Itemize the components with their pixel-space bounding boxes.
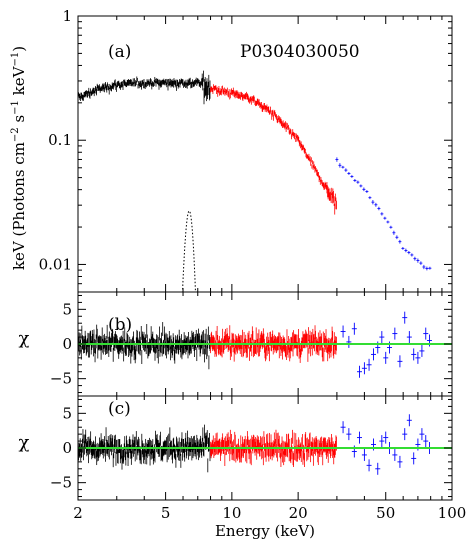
y-tick-label: −5 <box>50 370 72 388</box>
y-tick-label: 5 <box>62 404 72 422</box>
panel-c-frame <box>77 395 453 501</box>
panel-b-label: (b) <box>108 315 132 335</box>
x-axis-ticks: 2 5 10 20 50 100 <box>73 16 466 522</box>
y-tick-label: 1 <box>62 7 72 25</box>
x-tick-label: 20 <box>289 504 308 522</box>
panel-c-label: (c) <box>108 399 131 419</box>
panel-a-data <box>78 70 432 292</box>
y-tick-label: 0.1 <box>48 131 72 149</box>
y-tick-label: 0 <box>62 439 72 457</box>
panel-b-ticks: −5 0 5 <box>50 294 452 394</box>
panel-b-y-axis-label: χ <box>19 328 30 349</box>
x-axis-label: Energy (keV) <box>215 522 315 540</box>
panel-c-residuals: −5 0 5 (c) χ <box>19 395 453 501</box>
panel-a-spectrum: 0.01 0.1 1 (a) P0304030050 keV (Photons cm… <box>10 7 453 293</box>
y-tick-label: 5 <box>62 300 72 318</box>
panel-c-ticks: −5 0 5 <box>50 398 452 498</box>
x-tick-label: 100 <box>438 504 467 522</box>
panel-c-y-axis-label: χ <box>19 432 30 453</box>
panel-a-label: (a) <box>108 42 131 62</box>
y-tick-label: −5 <box>50 474 72 492</box>
gaussian-line-model <box>181 210 196 292</box>
panel-a-y-axis-label: keV (Photons cm−2 s−1 keV−1) <box>10 46 28 270</box>
y-tick-label: 0.01 <box>39 255 72 273</box>
panel-c-data <box>78 414 452 475</box>
panel-b-data <box>78 311 452 378</box>
panel-a-annotation: P0304030050 <box>240 42 360 62</box>
x-tick-label: 50 <box>376 504 395 522</box>
x-tick-label: 2 <box>73 504 83 522</box>
x-tick-label: 5 <box>161 504 171 522</box>
x-tick-label: 10 <box>222 504 241 522</box>
panel-b-residuals: −5 0 5 (b) χ <box>19 291 453 397</box>
y-tick-label: 0 <box>62 335 72 353</box>
